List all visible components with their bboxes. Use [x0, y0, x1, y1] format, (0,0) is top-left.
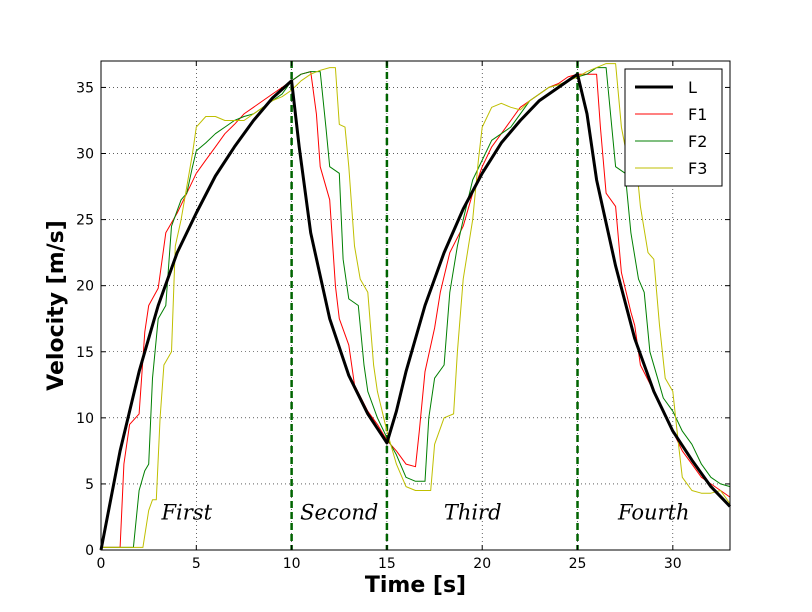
- legend: L F1 F2 F3: [624, 68, 723, 187]
- y-tick-label: 5: [85, 477, 94, 493]
- phase-label-first: First: [160, 501, 212, 525]
- x-tick-label: 5: [192, 556, 201, 572]
- x-tick-label: 0: [97, 556, 106, 572]
- y-tick-label: 25: [76, 213, 94, 229]
- phase-label-third: Third: [444, 501, 502, 525]
- legend-label-f1: F1: [688, 105, 707, 124]
- legend-label-l: L: [688, 78, 697, 97]
- phase-label-fourth: Fourth: [617, 501, 690, 525]
- y-tick-label: 35: [76, 80, 94, 96]
- series-line-f1: [101, 71, 731, 548]
- y-tick-label: 10: [76, 411, 94, 427]
- plot-frame: [100, 60, 731, 551]
- phase-boundaries: [290, 61, 579, 550]
- x-axis-title: Time [s]: [365, 573, 466, 598]
- x-tick-label: 20: [473, 556, 491, 572]
- axis-ticks: 0 5 10 15 20 25 30 0 5 10 15 20 25 30 35: [76, 61, 730, 572]
- x-tick-label: 25: [569, 556, 587, 572]
- x-tick-label: 15: [378, 556, 396, 572]
- y-axis-title: Velocity [m/s]: [44, 220, 69, 391]
- phase-labels: First Second Third Fourth: [160, 501, 689, 525]
- x-tick-label: 10: [283, 556, 301, 572]
- series-line-f2: [101, 67, 731, 548]
- legend-label-f3: F3: [688, 159, 707, 178]
- y-tick-label: 0: [85, 543, 94, 559]
- y-tick-label: 30: [76, 147, 94, 163]
- x-tick-label: 30: [664, 556, 682, 572]
- phase-label-second: Second: [300, 501, 378, 525]
- y-tick-label: 15: [76, 345, 94, 361]
- legend-label-f2: F2: [688, 132, 707, 151]
- series-line-l: [99, 72, 732, 551]
- y-tick-label: 20: [76, 279, 94, 295]
